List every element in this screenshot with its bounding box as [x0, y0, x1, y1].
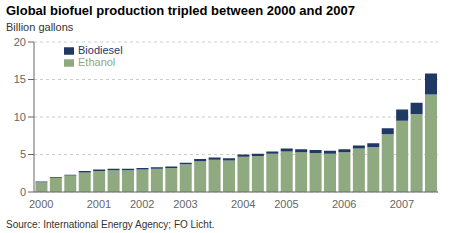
html-text:Biodiesel: Biodiesel: [78, 44, 123, 56]
svg-text:0: 0: [20, 186, 26, 198]
svg-text:2004: 2004: [231, 198, 255, 210]
html-text:Source: International Energy A: Source: International Energy Agency; FO …: [6, 219, 215, 230]
html-text:Billion gallons: Billion gallons: [6, 21, 74, 33]
html-text:Global biofuel production trip: Global biofuel production tripled betwee…: [6, 3, 355, 18]
svg-text:10: 10: [14, 111, 26, 123]
svg-text:5: 5: [20, 148, 26, 160]
svg-text:15: 15: [14, 73, 26, 85]
html-text:Ethanol: Ethanol: [78, 56, 116, 69]
svg-text:2002: 2002: [130, 198, 154, 210]
svg-text:2007: 2007: [390, 198, 414, 210]
svg-text:2005: 2005: [274, 198, 298, 210]
svg-text:2000: 2000: [29, 198, 53, 210]
svg-text:2001: 2001: [87, 198, 111, 210]
svg-text:20: 20: [14, 36, 26, 48]
svg-text:2003: 2003: [173, 198, 197, 210]
svg-text:2006: 2006: [332, 198, 356, 210]
